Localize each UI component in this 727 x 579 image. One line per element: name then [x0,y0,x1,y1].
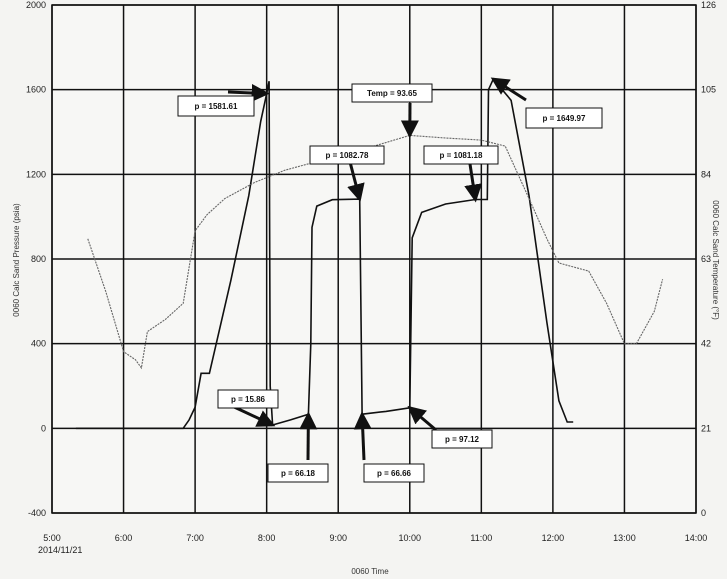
x-axis-title: 0060 Time [351,567,389,576]
annotation-arrow [464,163,483,203]
annotation-box [423,145,499,165]
x-tick-label: 8:00 [258,533,276,543]
y-right-tick-label: 84 [701,169,711,179]
y-left-tick-label: 1200 [26,169,46,179]
x-tick-label: 9:00 [329,533,347,543]
annotation-label: p = 15.86 [231,395,266,404]
annotation-arrow [407,405,437,432]
annotation-arrow [353,411,372,461]
y-right-tick-label: 21 [701,423,711,433]
y-left-tick-label: 0 [41,423,46,433]
annotation-label: p = 1082.78 [326,151,369,160]
x-tick-label: 14:00 [685,533,708,543]
y-right-tick-label: 0 [701,508,706,518]
x-ticks: 5:00 6:00 7:00 8:00 9:00 10:00 11:00 12:00 13:00… [43,533,707,543]
y-left-tick-label: 1600 [26,85,46,95]
annotation-label: p = 1581.61 [195,102,238,111]
y-left-axis-title: 0060 Calc Sand Pressure (psia) [12,203,21,317]
x-tick-label: 11:00 [470,533,492,543]
y-left-tick-label: 2000 [26,0,46,10]
y-left-ticks: 2000 1600 1200 800 400 0 -400 [26,0,46,518]
annotation-box [431,429,493,449]
annotation-label: p = 66.66 [377,469,412,478]
x-tick-label: 5:00 [43,533,61,543]
y-right-tick-label: 42 [701,339,711,349]
annotation-box [363,463,425,483]
annotation-label: p = 1649.97 [543,114,586,123]
x-date-label: 2014/11/21 [38,545,82,555]
annotation-box [351,83,433,103]
plot-frame [51,4,697,514]
x-tick-label: 13:00 [613,533,636,543]
annotation-label: p = 1081.18 [440,151,483,160]
y-right-axis-title: 0060 Calc Sand Temperature (°F) [711,200,720,320]
annotation-arrow [347,161,365,203]
annotation-box [217,389,279,409]
annotation-box [177,95,255,117]
annotation-label: p = 97.12 [445,435,480,444]
y-left-tick-label: 800 [31,254,46,264]
annotation-label: p = 66.18 [281,469,316,478]
annotation-label: Temp = 93.65 [367,89,417,98]
x-tick-label: 6:00 [115,533,133,543]
y-right-tick-label: 105 [701,85,716,95]
annotations: p = 1581.61 p = 15.86 p = 66.18 p = 1082.78… [177,77,603,483]
x-tick-label: 12:00 [542,533,565,543]
y-left-tick-label: 400 [31,339,46,349]
annotation-arrow [231,404,276,427]
annotation-box [267,463,329,483]
annotation-arrow [227,83,270,102]
y-right-tick-label: 63 [701,254,711,264]
x-tick-label: 10:00 [399,533,422,543]
y-right-ticks: 126 105 84 63 42 21 0 [701,0,716,518]
annotation-arrow [490,77,527,102]
y-right-tick-label: 126 [701,0,716,10]
annotation-box [309,145,385,165]
y-left-tick-label: -400 [28,508,46,518]
annotation-box [525,107,603,129]
x-tick-label: 7:00 [186,533,204,543]
